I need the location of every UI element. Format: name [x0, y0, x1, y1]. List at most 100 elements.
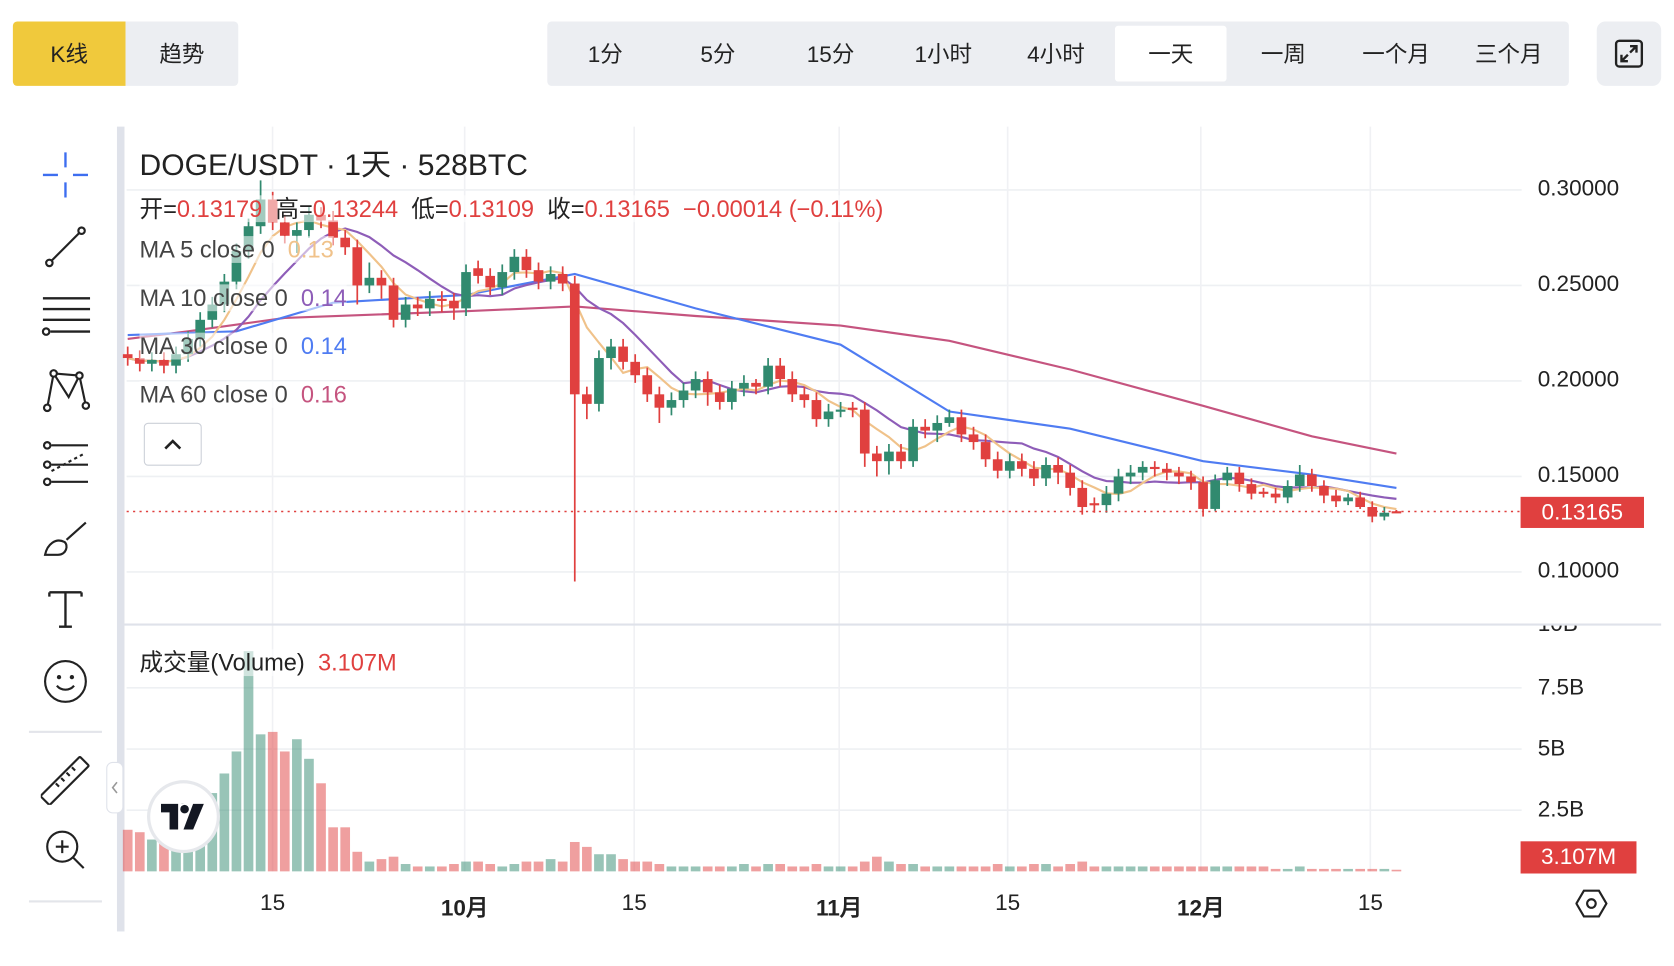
date-tick: 15 [260, 890, 286, 916]
settings-hexagon-icon [1575, 889, 1608, 918]
ma60-value: 0.16 [300, 380, 347, 408]
volume-bar [340, 827, 351, 872]
volume-bar [787, 866, 798, 872]
timeframe-bar: 1分 5分 15分 1小时 4小时 一天 一周 一个月 三个月 [547, 21, 1569, 86]
candle-body [388, 285, 399, 320]
candle-body [509, 256, 520, 273]
candle-body [594, 358, 604, 404]
ma10-label: MA 10 close 0 [139, 284, 288, 312]
volume-bar [147, 839, 157, 872]
timeframe-1m[interactable]: 1分 [587, 42, 623, 68]
candle-body [195, 319, 206, 339]
ma5-legend[interactable]: MA 5 close 0 0.13 [139, 236, 334, 264]
volume-bar [328, 827, 338, 872]
trend-line-tool[interactable] [39, 220, 93, 274]
candle-body [618, 346, 628, 362]
toolbar-collapse-handle[interactable] [106, 761, 124, 814]
volume-bar [219, 773, 230, 872]
candle-body [1319, 486, 1329, 496]
timeframe-1d[interactable]: 一天 [1114, 25, 1227, 82]
ma5-label: MA 5 close 0 [139, 236, 275, 263]
fullscreen-button[interactable] [1596, 21, 1662, 86]
date-tick: 15 [1357, 890, 1383, 916]
candle-body [932, 422, 943, 431]
zoom-in-tool[interactable] [39, 823, 93, 877]
volume-bar [799, 866, 810, 872]
ruler-tool[interactable] [39, 753, 93, 807]
volume-bar [618, 859, 628, 872]
ma10-legend[interactable]: MA 10 close 0 0.14 [139, 284, 347, 312]
timeframe-1w[interactable]: 一周 [1260, 42, 1306, 68]
fib-tool[interactable] [39, 290, 93, 344]
candle-body [678, 390, 689, 401]
ma30-legend[interactable]: MA 30 close 0 0.14 [139, 332, 347, 361]
prediction-icon [42, 441, 88, 487]
volume-bar [1004, 866, 1015, 872]
volume-bar [1029, 864, 1039, 872]
ohlc-readout: 开=0.13179 高=0.13244 低=0.13109 收=0.13165 … [139, 190, 884, 224]
timeframe-3mo[interactable]: 三个月 [1474, 42, 1543, 68]
candle-body [823, 411, 834, 420]
date-tick: 12月 [1176, 896, 1225, 921]
volume-bar [279, 751, 290, 872]
candle-body [1282, 486, 1293, 498]
volume-bar [1065, 864, 1076, 872]
fib-retracement-icon [41, 297, 91, 336]
candle-body [412, 304, 423, 309]
candle-body [1004, 461, 1015, 471]
candle-body [231, 251, 242, 282]
emoji-tool[interactable] [39, 655, 93, 709]
volume-bar [1137, 866, 1148, 872]
prediction-tool[interactable] [39, 437, 93, 491]
timeframe-4h[interactable]: 4小时 [1027, 42, 1085, 68]
price-tick: 0.25000 [1537, 271, 1620, 297]
candle-body [1186, 476, 1196, 483]
candle-body [1367, 507, 1378, 517]
candle-body [1113, 476, 1124, 494]
volume-bar [122, 829, 133, 872]
candle-body [884, 451, 894, 462]
candle-body [642, 375, 653, 395]
open-label: 开= [139, 195, 177, 223]
chart-settings-button[interactable] [1575, 887, 1608, 925]
timeframe-15m[interactable]: 15分 [806, 42, 855, 68]
candle-body [702, 379, 713, 393]
collapse-legend-button[interactable] [143, 422, 202, 466]
volume-bar [569, 841, 580, 872]
candle-body [1053, 464, 1063, 473]
date-tick: 11月 [815, 896, 863, 921]
tab-kline[interactable]: K线 [12, 21, 126, 86]
timeframe-1mo[interactable]: 一个月 [1362, 42, 1430, 68]
volume-bar [1282, 868, 1293, 872]
pattern-tool[interactable] [39, 363, 93, 417]
volume-bar [1343, 868, 1353, 872]
candle-body [1137, 466, 1148, 473]
volume-bar [775, 864, 786, 872]
candle-body [751, 382, 761, 387]
timeframe-5m[interactable]: 5分 [700, 42, 736, 68]
trend-line-icon [45, 226, 86, 268]
ma30-value: 0.14 [300, 332, 347, 360]
volume-bar [412, 866, 423, 872]
volume-bar [847, 866, 858, 872]
tab-trend[interactable]: 趋势 [125, 21, 239, 86]
volume-bar [557, 861, 568, 872]
ma60-legend[interactable]: MA 60 close 0 0.16 [139, 380, 347, 409]
brush-tool[interactable] [39, 510, 93, 564]
candle-body [1065, 472, 1076, 488]
candle-body [400, 304, 411, 320]
ma10-line [127, 227, 1397, 500]
volume-bar [835, 866, 846, 872]
tradingview-logo[interactable] [150, 783, 217, 850]
change-value: −0.00014 (−0.11%) [683, 195, 884, 223]
candle-body [847, 407, 858, 410]
crosshair-tool[interactable] [39, 148, 93, 202]
volume-bar [400, 864, 411, 872]
volume-legend[interactable]: 成交量(Volume) 3.107M [139, 644, 397, 678]
volume-bar [980, 866, 991, 872]
text-tool[interactable] [39, 582, 93, 636]
ruler-icon [40, 755, 90, 805]
candle-body [1162, 468, 1172, 473]
timeframe-1h[interactable]: 1小时 [914, 42, 973, 68]
volume-bar [872, 856, 882, 872]
